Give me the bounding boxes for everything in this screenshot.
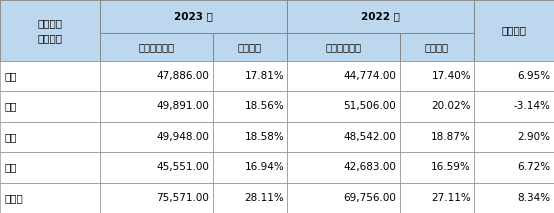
Text: 45,551.00: 45,551.00 xyxy=(156,162,209,172)
Bar xyxy=(474,152,554,183)
Text: 正畸: 正畸 xyxy=(4,101,17,111)
Bar xyxy=(399,91,474,122)
Text: 17.81%: 17.81% xyxy=(244,71,284,81)
Bar xyxy=(474,61,554,91)
Bar xyxy=(288,0,474,33)
Bar xyxy=(100,33,213,61)
Bar xyxy=(213,152,288,183)
Bar xyxy=(288,91,399,122)
Text: 51,506.00: 51,506.00 xyxy=(343,101,396,111)
Text: 主营业务收入: 主营业务收入 xyxy=(326,42,361,52)
Bar xyxy=(288,33,399,61)
Bar xyxy=(100,91,213,122)
Bar xyxy=(474,91,554,122)
Text: 种植: 种植 xyxy=(4,71,17,81)
Text: 收入占比: 收入占比 xyxy=(425,42,449,52)
Bar xyxy=(213,33,288,61)
Text: 20.02%: 20.02% xyxy=(432,101,471,111)
Text: 18.56%: 18.56% xyxy=(244,101,284,111)
Text: 18.58%: 18.58% xyxy=(244,132,284,142)
Text: -3.14%: -3.14% xyxy=(514,101,551,111)
Bar xyxy=(288,183,399,213)
Bar xyxy=(288,152,399,183)
Text: 28.11%: 28.11% xyxy=(244,193,284,203)
Text: 2.90%: 2.90% xyxy=(517,132,551,142)
Bar xyxy=(213,61,288,91)
Text: 49,891.00: 49,891.00 xyxy=(156,101,209,111)
Bar xyxy=(213,183,288,213)
Bar xyxy=(0,91,100,122)
Text: 18.87%: 18.87% xyxy=(431,132,471,142)
Bar xyxy=(0,61,100,91)
Text: 修复: 修复 xyxy=(4,162,17,172)
Text: 44,774.00: 44,774.00 xyxy=(343,71,396,81)
Text: 6.72%: 6.72% xyxy=(517,162,551,172)
Text: 27.11%: 27.11% xyxy=(431,193,471,203)
Text: 大综合: 大综合 xyxy=(4,193,23,203)
Text: 6.95%: 6.95% xyxy=(517,71,551,81)
Text: 8.34%: 8.34% xyxy=(517,193,551,203)
Bar xyxy=(100,122,213,152)
Bar xyxy=(288,122,399,152)
Text: 16.59%: 16.59% xyxy=(431,162,471,172)
Bar xyxy=(474,122,554,152)
Text: 17.40%: 17.40% xyxy=(432,71,471,81)
Bar xyxy=(0,122,100,152)
Text: 42,683.00: 42,683.00 xyxy=(343,162,396,172)
Bar xyxy=(399,152,474,183)
Text: 75,571.00: 75,571.00 xyxy=(156,193,209,203)
Bar xyxy=(0,152,100,183)
Bar xyxy=(399,61,474,91)
Bar xyxy=(100,61,213,91)
Bar xyxy=(474,183,554,213)
Bar xyxy=(0,183,100,213)
Text: 业务类型
（科室）: 业务类型 （科室） xyxy=(38,18,63,43)
Bar xyxy=(399,183,474,213)
Text: 48,542.00: 48,542.00 xyxy=(343,132,396,142)
Bar xyxy=(100,152,213,183)
Text: 2023 年: 2023 年 xyxy=(175,12,213,22)
Bar xyxy=(288,61,399,91)
Bar xyxy=(100,0,288,33)
Bar xyxy=(474,0,554,61)
Text: 儿科: 儿科 xyxy=(4,132,17,142)
Bar xyxy=(213,122,288,152)
Text: 2022 年: 2022 年 xyxy=(361,12,401,22)
Bar xyxy=(100,183,213,213)
Bar xyxy=(213,91,288,122)
Text: 69,756.00: 69,756.00 xyxy=(343,193,396,203)
Bar xyxy=(399,33,474,61)
Bar xyxy=(0,0,100,61)
Bar xyxy=(399,122,474,152)
Text: 同比增长: 同比增长 xyxy=(502,25,527,35)
Text: 收入占比: 收入占比 xyxy=(238,42,262,52)
Text: 主营业务收入: 主营业务收入 xyxy=(138,42,175,52)
Text: 47,886.00: 47,886.00 xyxy=(156,71,209,81)
Text: 49,948.00: 49,948.00 xyxy=(156,132,209,142)
Text: 16.94%: 16.94% xyxy=(244,162,284,172)
